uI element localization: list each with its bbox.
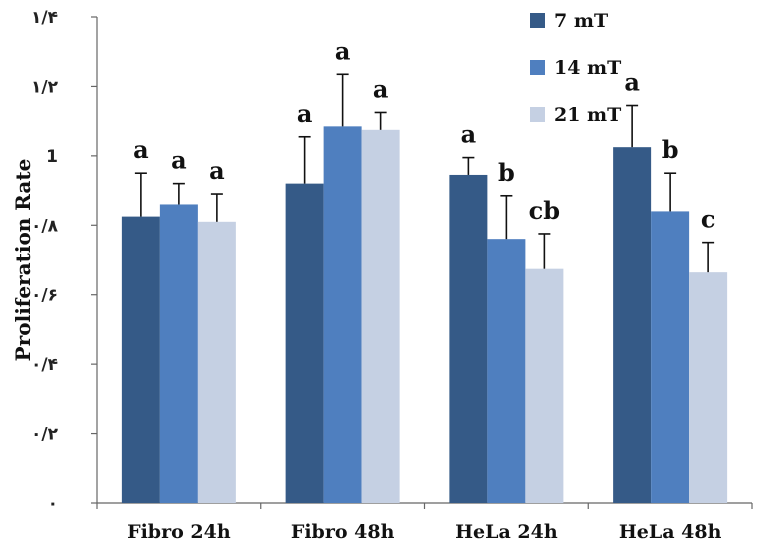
- y-tick-label: ۱/۴: [31, 8, 58, 28]
- bar: [651, 211, 690, 503]
- significance-label: a: [373, 74, 389, 103]
- y-tick-label: 1: [46, 147, 58, 167]
- significance-label: a: [171, 146, 187, 175]
- bar: [197, 221, 236, 504]
- significance-label: b: [662, 135, 679, 164]
- bar: [285, 183, 324, 503]
- x-category-label: HeLa 24h: [455, 521, 558, 543]
- y-tick-label: ۰/۸: [31, 216, 59, 236]
- axes: ۰ ۰/۲ ۰/۴ ۰/۶ ۰/۸ 1 ۱/۲ ۱/۴: [31, 8, 753, 514]
- x-category-label: Fibro 48h: [291, 521, 395, 543]
- y-tick-label: ۰: [48, 494, 58, 514]
- x-category-label: HeLa 48h: [619, 521, 722, 543]
- bars: [121, 73, 728, 504]
- bar: [323, 126, 362, 503]
- y-tick-label: ۰/۲: [31, 425, 59, 445]
- y-tick-label: ۰/۶: [31, 286, 58, 306]
- significance-label: c: [701, 205, 716, 234]
- bar: [689, 272, 728, 503]
- significance-label: a: [461, 120, 477, 149]
- y-axis-title: Proliferation Rate: [11, 159, 35, 362]
- bar: [159, 204, 198, 503]
- legend-swatch: [530, 60, 545, 75]
- bar: [487, 239, 526, 503]
- bar: [525, 268, 564, 503]
- bar: [361, 129, 400, 504]
- significance-label: a: [209, 156, 225, 185]
- significance-label: cb: [529, 196, 560, 225]
- legend-label: 14 mT: [554, 57, 621, 79]
- y-tick-label: ۱/۲: [31, 77, 59, 97]
- significance-label: a: [133, 135, 149, 164]
- x-category-label: Fibro 24h: [127, 521, 231, 543]
- y-tick-label: ۰/۴: [31, 355, 58, 375]
- bar: [613, 147, 652, 503]
- significance-label: b: [498, 158, 515, 187]
- significance-label: a: [624, 68, 640, 97]
- legend-label: 21 mT: [554, 104, 621, 126]
- legend-label: 7 mT: [554, 10, 608, 32]
- bar: [121, 216, 160, 503]
- significance-label: a: [297, 99, 313, 128]
- legend: 7 mT 14 mT 21 mT: [530, 10, 621, 126]
- legend-swatch: [530, 107, 545, 122]
- legend-swatch: [530, 13, 545, 28]
- significance-label: a: [335, 36, 351, 65]
- bar: [449, 174, 488, 503]
